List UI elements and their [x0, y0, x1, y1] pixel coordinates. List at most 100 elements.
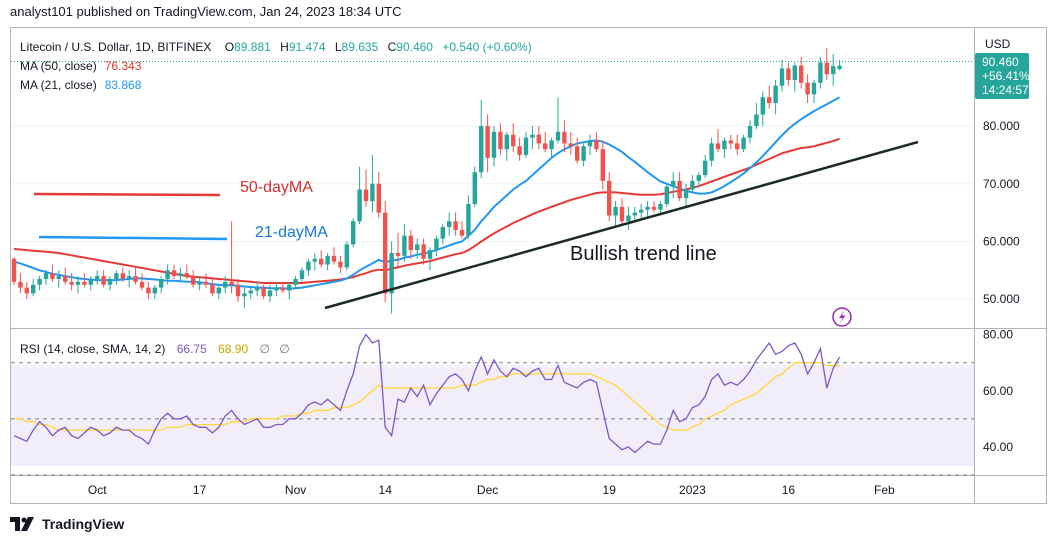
candle	[728, 134, 733, 150]
candle	[594, 131, 599, 153]
candle	[18, 273, 23, 294]
candle	[50, 264, 55, 282]
lightning-icon[interactable]	[832, 307, 852, 327]
rsi-tick-label: 60.00	[983, 384, 1013, 398]
candle	[421, 238, 426, 265]
candle	[587, 134, 593, 155]
candle	[831, 53, 836, 86]
x-tick-label: Oct	[88, 483, 107, 497]
candle	[203, 273, 209, 288]
candle	[613, 201, 618, 228]
candle	[824, 48, 829, 80]
candle	[63, 267, 68, 285]
candle	[562, 120, 567, 153]
rsi-sma-value: 68.90	[218, 342, 248, 356]
candle	[779, 59, 785, 92]
ma50-annotation-line	[33, 192, 221, 197]
candle	[248, 287, 253, 300]
candle	[664, 183, 669, 207]
candle	[434, 235, 439, 256]
x-tick-label: 19	[603, 483, 617, 497]
candle	[165, 264, 170, 285]
change-value: +0.540 (+0.60%)	[442, 40, 531, 54]
candle	[293, 276, 298, 288]
candle	[703, 154, 708, 178]
x-tick-label: Nov	[285, 483, 306, 497]
candle	[786, 62, 791, 86]
candle	[568, 131, 573, 155]
candle	[319, 250, 324, 268]
candle	[466, 195, 471, 239]
candle	[690, 175, 695, 193]
last-price-badge: 90.460 +56.41% 14:24:57	[11, 53, 1030, 99]
candle	[210, 278, 215, 297]
trend-line-label: Bullish trend line	[570, 243, 717, 265]
candle	[101, 270, 106, 288]
candle	[447, 212, 452, 236]
candle	[767, 85, 772, 109]
bar-countdown: 14:24:57	[982, 83, 1029, 97]
symbol-legend: Litecoin / U.S. Dollar, 1D, BITFINEX O89…	[20, 40, 532, 54]
y-tick-label: 70.000	[983, 177, 1020, 191]
candle	[517, 137, 522, 161]
candle	[306, 258, 311, 277]
candle	[299, 267, 305, 282]
rsi-tick-label: 40.00	[983, 440, 1013, 454]
candle	[504, 131, 509, 161]
candle	[242, 287, 247, 308]
candle	[511, 123, 516, 153]
candle	[632, 206, 637, 222]
candle	[747, 120, 753, 144]
last-price-pct: +56.41%	[982, 69, 1030, 83]
candle	[453, 212, 458, 236]
y-tick-label: 50.000	[983, 292, 1020, 306]
tradingview-footer[interactable]: TradingView	[10, 514, 124, 534]
candle	[312, 253, 317, 271]
candle	[543, 131, 548, 153]
candle	[408, 229, 413, 259]
candle	[440, 224, 445, 245]
rsi-band	[11, 365, 974, 466]
candle	[357, 166, 362, 225]
candle	[351, 218, 356, 248]
candle	[754, 103, 759, 129]
candle	[88, 276, 93, 291]
candle	[811, 79, 817, 103]
candle	[31, 278, 36, 297]
candle	[261, 284, 266, 300]
candle	[95, 270, 100, 285]
x-tick-label: 14	[379, 483, 393, 497]
last-price-value: 90.460	[982, 55, 1019, 69]
candle	[216, 284, 221, 300]
rsi-sma-line	[14, 362, 840, 431]
ma21-value: 83.868	[105, 78, 142, 92]
candle	[152, 284, 157, 300]
candle	[191, 270, 196, 288]
candle	[171, 264, 177, 279]
candle	[370, 154, 375, 213]
null-icon: ∅	[259, 342, 269, 356]
x-tick-label: Dec	[477, 483, 498, 497]
candle	[37, 276, 42, 291]
candle	[491, 126, 497, 167]
candle	[280, 281, 285, 294]
candle	[325, 253, 330, 271]
candle	[287, 281, 292, 300]
candle	[741, 134, 746, 153]
candle	[415, 238, 420, 259]
candle	[459, 221, 465, 239]
candle	[427, 247, 433, 271]
candle	[331, 247, 337, 265]
x-tick-label: 17	[193, 483, 207, 497]
candle	[645, 201, 650, 219]
candle	[722, 137, 727, 158]
symbol-name: Litecoin / U.S. Dollar, 1D, BITFINEX	[20, 40, 211, 54]
candle	[683, 183, 689, 207]
candle	[184, 264, 189, 279]
candle	[626, 206, 631, 230]
candle	[82, 273, 87, 288]
candle	[24, 281, 29, 300]
chart-frame	[10, 27, 1047, 504]
candle	[536, 126, 541, 150]
